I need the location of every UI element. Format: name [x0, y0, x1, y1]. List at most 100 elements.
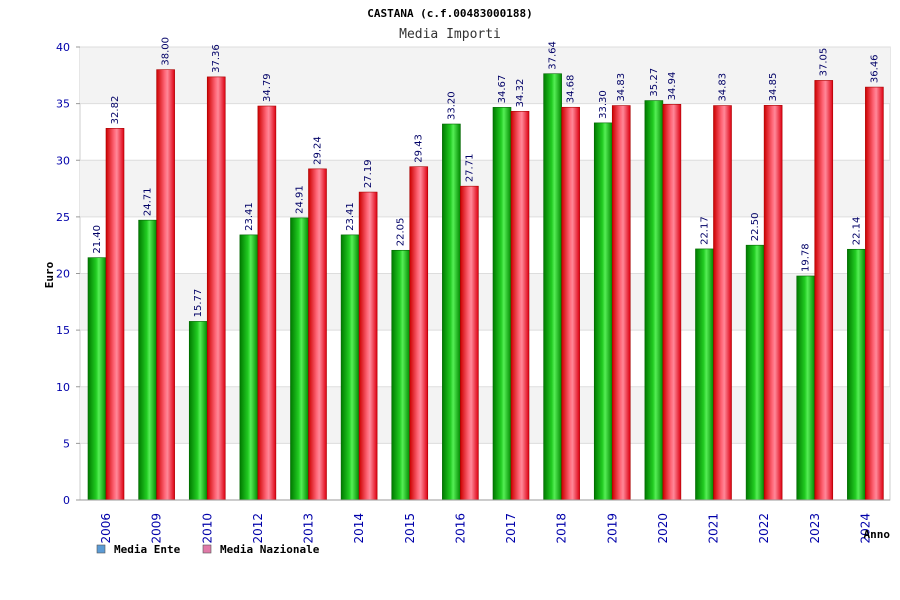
data-label-media-ente-2012: 23.41 — [244, 202, 255, 231]
x-tick-label-2016: 2016 — [453, 513, 467, 544]
x-tick-label-2018: 2018 — [555, 513, 569, 544]
bar-media-ente-2009 — [138, 219, 157, 501]
bar-media-ente-2012 — [239, 234, 259, 501]
chart-subtitle: Media Importi — [399, 27, 501, 42]
x-tick-label-2012: 2012 — [251, 513, 265, 544]
bar-media-ente-2021 — [695, 248, 714, 501]
data-label-media-nazionale-2010: 37.36 — [211, 44, 222, 73]
x-tick-label-2024: 2024 — [858, 513, 872, 544]
data-label-media-ente-2015: 22.05 — [396, 218, 407, 247]
data-label-media-nazionale-2012: 34.79 — [262, 73, 273, 102]
data-label-media-nazionale-2014: 27.19 — [363, 159, 374, 188]
bar-media-nazionale-2024 — [865, 86, 884, 501]
data-label-media-ente-2022: 22.50 — [750, 213, 761, 242]
bar-media-nazionale-2006 — [105, 128, 125, 501]
bar-media-ente-2006 — [87, 257, 107, 501]
bar-media-nazionale-2010 — [206, 76, 226, 501]
legend-swatch-media-nazionale — [202, 544, 212, 554]
bar-media-nazionale-2016 — [460, 185, 479, 501]
data-label-media-nazionale-2015: 29.43 — [414, 134, 425, 163]
bar-media-ente-2023 — [796, 275, 816, 501]
data-label-media-ente-2006: 21.40 — [92, 225, 103, 254]
data-label-media-nazionale-2017: 34.32 — [515, 79, 526, 108]
data-label-media-ente-2014: 23.41 — [345, 202, 356, 231]
data-label-media-nazionale-2009: 38.00 — [161, 37, 172, 66]
y-tick-label: 30 — [56, 154, 70, 167]
x-tick-label-2009: 2009 — [150, 513, 164, 544]
data-label-media-nazionale-2022: 34.85 — [768, 73, 779, 102]
legend-swatch-media-ente — [96, 544, 106, 554]
y-tick-label: 20 — [56, 268, 70, 281]
data-label-media-nazionale-2013: 29.24 — [313, 136, 324, 165]
bar-media-nazionale-2019 — [611, 105, 631, 501]
bar-media-ente-2016 — [442, 123, 461, 501]
legend: Media Ente Media Nazionale — [96, 543, 320, 556]
data-label-media-ente-2016: 33.20 — [446, 91, 457, 120]
x-axis-ticks: 2006 2009 2010 2012 2013 2014 2015 2016 2017 2018… — [80, 499, 890, 544]
x-tick-label-2019: 2019 — [605, 513, 619, 544]
data-label-media-ente-2023: 19.78 — [801, 243, 812, 272]
data-label-media-nazionale-2019: 34.83 — [616, 73, 627, 102]
data-label-media-ente-2013: 24.91 — [295, 185, 306, 214]
bar-media-nazionale-2017 — [510, 111, 530, 501]
bar-media-ente-2013 — [290, 217, 309, 501]
bar-media-nazionale-2021 — [713, 105, 732, 501]
y-axis-title: Euro — [43, 261, 56, 288]
bar-media-ente-2020 — [644, 100, 664, 501]
y-tick-label: 5 — [63, 437, 70, 450]
x-tick-label-2010: 2010 — [200, 513, 214, 544]
y-axis-ticks: 0 5 10 15 20 25 30 35 40 — [56, 41, 80, 507]
legend-label-media-nazionale: Media Nazionale — [220, 543, 320, 556]
data-label-media-nazionale-2016: 27.71 — [464, 154, 475, 183]
x-tick-label-2013: 2013 — [302, 513, 316, 544]
x-axis-title: Anno — [864, 528, 891, 541]
bar-media-nazionale-2013 — [308, 168, 327, 501]
bar-media-ente-2017 — [492, 107, 512, 501]
data-label-media-ente-2024: 22.14 — [851, 217, 862, 246]
bar-media-nazionale-2018 — [561, 106, 580, 501]
y-tick-label: 10 — [56, 381, 70, 394]
x-tick-label-2006: 2006 — [99, 513, 113, 544]
bar-media-nazionale-2014 — [358, 191, 378, 501]
data-label-media-ente-2010: 15.77 — [193, 289, 204, 318]
bar-media-nazionale-2023 — [814, 80, 834, 501]
bar-media-ente-2014 — [340, 234, 360, 501]
bar-media-nazionale-2015 — [409, 166, 429, 501]
data-label-media-nazionale-2006: 32.82 — [110, 96, 121, 125]
data-label-media-ente-2020: 35.27 — [649, 68, 660, 97]
y-tick-label: 0 — [63, 494, 70, 507]
data-label-media-ente-2017: 34.67 — [497, 75, 508, 104]
bar-media-nazionale-2012 — [257, 105, 277, 501]
bar-media-ente-2019 — [593, 122, 613, 501]
x-tick-label-2015: 2015 — [403, 513, 417, 544]
x-tick-label-2020: 2020 — [656, 513, 670, 544]
y-tick-label: 15 — [56, 324, 70, 337]
x-tick-label-2021: 2021 — [707, 513, 721, 544]
y-tick-label: 25 — [56, 211, 70, 224]
y-tick-label: 35 — [56, 98, 70, 111]
data-label-media-nazionale-2021: 34.83 — [718, 73, 729, 102]
x-tick-label-2023: 2023 — [808, 513, 822, 544]
bar-media-ente-2015 — [391, 249, 411, 501]
bar-media-ente-2024 — [847, 248, 866, 501]
x-tick-label-2017: 2017 — [504, 513, 518, 544]
y-tick-label: 40 — [56, 41, 70, 54]
data-label-media-ente-2019: 33.30 — [598, 90, 609, 119]
data-labels: 21.40 32.82 24.71 38.00 15.77 37.36 23.41 34.79… — [92, 37, 880, 317]
data-label-media-ente-2018: 37.64 — [548, 41, 559, 70]
data-label-media-nazionale-2023: 37.05 — [819, 48, 830, 77]
x-tick-label-2022: 2022 — [757, 513, 771, 544]
bar-media-ente-2022 — [745, 244, 765, 501]
bar-media-ente-2018 — [543, 73, 562, 501]
bar-media-nazionale-2009 — [156, 69, 175, 501]
chart-title: CASTANA (c.f.00483000188) — [367, 7, 533, 20]
data-label-media-nazionale-2024: 36.46 — [869, 54, 880, 83]
bar-media-ente-2010 — [188, 321, 208, 501]
x-tick-label-2014: 2014 — [352, 513, 366, 544]
bar-media-nazionale-2020 — [662, 104, 682, 501]
bars — [87, 69, 884, 501]
data-label-media-ente-2021: 22.17 — [700, 216, 711, 245]
data-label-media-nazionale-2018: 34.68 — [566, 75, 577, 104]
bar-media-nazionale-2022 — [763, 105, 783, 501]
